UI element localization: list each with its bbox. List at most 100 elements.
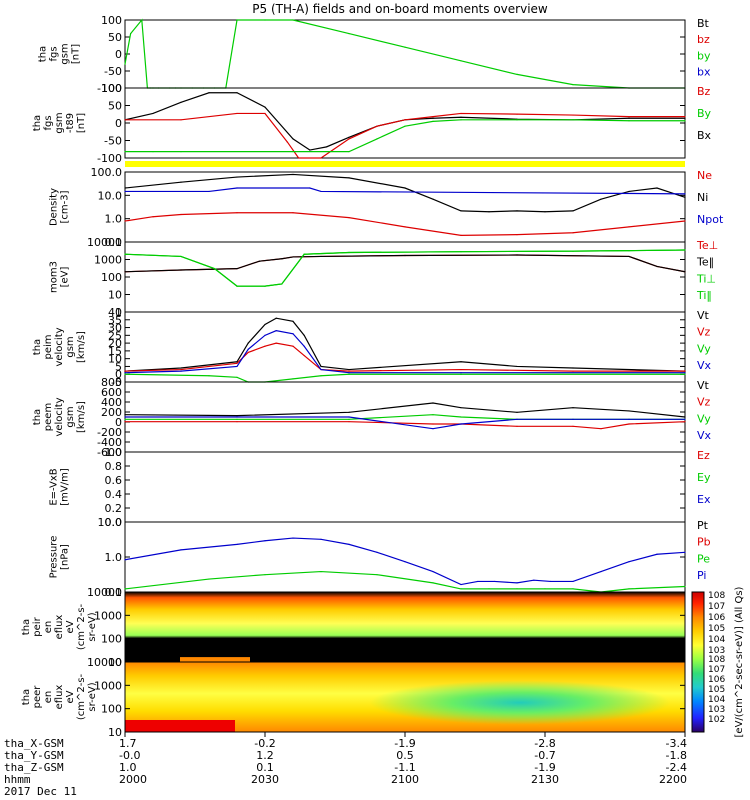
data-point bbox=[656, 265, 658, 268]
x-tick-hhmm: 2030 bbox=[251, 773, 279, 786]
data-point bbox=[236, 361, 238, 363]
data-point bbox=[303, 345, 305, 347]
y-tick-label: 0 bbox=[115, 48, 122, 61]
y-tick-label: 1000 bbox=[94, 609, 122, 622]
y-tick-label: 10000 bbox=[87, 656, 122, 669]
data-point bbox=[432, 582, 434, 584]
legend-entry: Bt bbox=[697, 17, 710, 30]
data-point bbox=[348, 251, 350, 254]
colorbar-tick-label: 107 bbox=[708, 602, 725, 612]
colorbar-tick-label: 108 bbox=[708, 655, 725, 665]
data-point bbox=[348, 418, 350, 420]
data-point bbox=[298, 157, 300, 159]
data-point bbox=[460, 234, 462, 236]
data-point bbox=[236, 19, 238, 21]
colorbar-tick-label: 105 bbox=[708, 624, 725, 634]
series-Ti‖ bbox=[124, 249, 686, 287]
data-point bbox=[320, 365, 322, 368]
data-point bbox=[208, 190, 210, 193]
data-point bbox=[236, 92, 238, 94]
data-point bbox=[124, 220, 126, 222]
panel-pressure: 10.0 1.0 0.1 Pressure [nPa] Pt Pb Pe Pi bbox=[49, 516, 711, 599]
panel-peir_spec: 10000 1000 100 10 tha peir en eflux eV (cm^2-s-sr… bbox=[21, 586, 686, 669]
data-point bbox=[600, 198, 602, 200]
y-tick-label: 100.0 bbox=[91, 166, 123, 179]
data-point bbox=[404, 187, 406, 189]
data-point bbox=[275, 330, 277, 332]
x-tick-xgsm: -1.9 bbox=[394, 737, 415, 750]
data-point bbox=[141, 19, 143, 21]
legend-entry: Bx bbox=[697, 129, 712, 142]
data-point bbox=[516, 418, 518, 420]
x-tick-zgsm: -2.4 bbox=[666, 761, 687, 774]
data-point bbox=[124, 370, 126, 372]
y-tick-label: 10000 bbox=[87, 586, 122, 599]
data-point bbox=[628, 588, 630, 590]
panel-frame bbox=[124, 451, 686, 523]
y-tick-label: -200 bbox=[97, 426, 122, 439]
data-point bbox=[684, 372, 686, 374]
colorbar-tick-label: 108 bbox=[708, 591, 725, 601]
data-point bbox=[572, 250, 574, 252]
x-axis-row-label: tha_Z-GSM bbox=[4, 761, 64, 774]
data-point bbox=[264, 334, 266, 336]
data-point bbox=[281, 283, 283, 285]
data-point bbox=[432, 414, 434, 416]
y-tick-label: 15 bbox=[108, 345, 122, 358]
data-point bbox=[180, 213, 182, 216]
data-point bbox=[124, 253, 126, 255]
data-point bbox=[628, 120, 630, 122]
data-point bbox=[247, 351, 249, 354]
y-axis-label: sr-eV) bbox=[87, 612, 98, 641]
y-tick-label: -600 bbox=[97, 446, 122, 459]
data-point bbox=[264, 540, 266, 542]
y-axis-label: [nT] bbox=[76, 113, 87, 133]
y-axis-label: -t89 bbox=[65, 113, 76, 133]
y-tick-label: 200 bbox=[101, 406, 122, 419]
data-point bbox=[275, 317, 277, 319]
x-axis-row-label: 2017 Dec 11 bbox=[4, 785, 77, 798]
data-point bbox=[460, 588, 462, 590]
data-point bbox=[684, 416, 686, 418]
data-point bbox=[264, 285, 266, 287]
legend-entry: Ti‖ bbox=[696, 289, 712, 302]
y-axis-label: (cm^2-s- bbox=[76, 673, 87, 720]
x-tick-hhmm: 2100 bbox=[391, 773, 419, 786]
data-point bbox=[124, 151, 126, 153]
y-axis-label: peim bbox=[43, 334, 54, 359]
data-point bbox=[516, 73, 518, 75]
y-axis-label: peer bbox=[32, 685, 43, 709]
data-point bbox=[572, 232, 574, 234]
colorbar-scale bbox=[691, 591, 705, 733]
legend-entry: Bz bbox=[697, 85, 711, 98]
y-tick-label: 30 bbox=[108, 322, 122, 335]
data-point bbox=[124, 63, 126, 65]
y-tick-label: -100 bbox=[97, 82, 122, 95]
data-point bbox=[628, 116, 630, 118]
data-point bbox=[208, 375, 210, 377]
data-point bbox=[348, 370, 350, 372]
data-point bbox=[656, 187, 658, 189]
data-point bbox=[236, 112, 238, 115]
y-axis-label: tha bbox=[21, 619, 32, 635]
series-Vz bbox=[125, 421, 686, 430]
y-axis-label: velocity bbox=[54, 327, 65, 366]
data-point bbox=[264, 19, 266, 21]
data-point bbox=[460, 373, 462, 375]
colorbar-unit-label: [eV/(cm^2-sec-sr-eV)] (All Qs) bbox=[734, 586, 745, 737]
y-tick-label: 0 bbox=[115, 368, 122, 381]
y-axis-label: [nPa] bbox=[60, 544, 71, 570]
data-point bbox=[275, 342, 277, 344]
data-point bbox=[320, 570, 322, 573]
data-point bbox=[124, 421, 126, 423]
y-tick-label: 10 bbox=[108, 289, 122, 302]
y-tick-label: 0.6 bbox=[105, 474, 123, 487]
y-axis-label: tha bbox=[38, 46, 49, 62]
legend-entry: Vy bbox=[697, 412, 711, 425]
data-point bbox=[684, 196, 686, 198]
legend-entry: Ey bbox=[697, 471, 711, 484]
data-point bbox=[376, 574, 378, 576]
y-tick-label: 0.1 bbox=[105, 586, 123, 599]
data-point bbox=[628, 410, 630, 412]
data-point bbox=[264, 112, 266, 115]
